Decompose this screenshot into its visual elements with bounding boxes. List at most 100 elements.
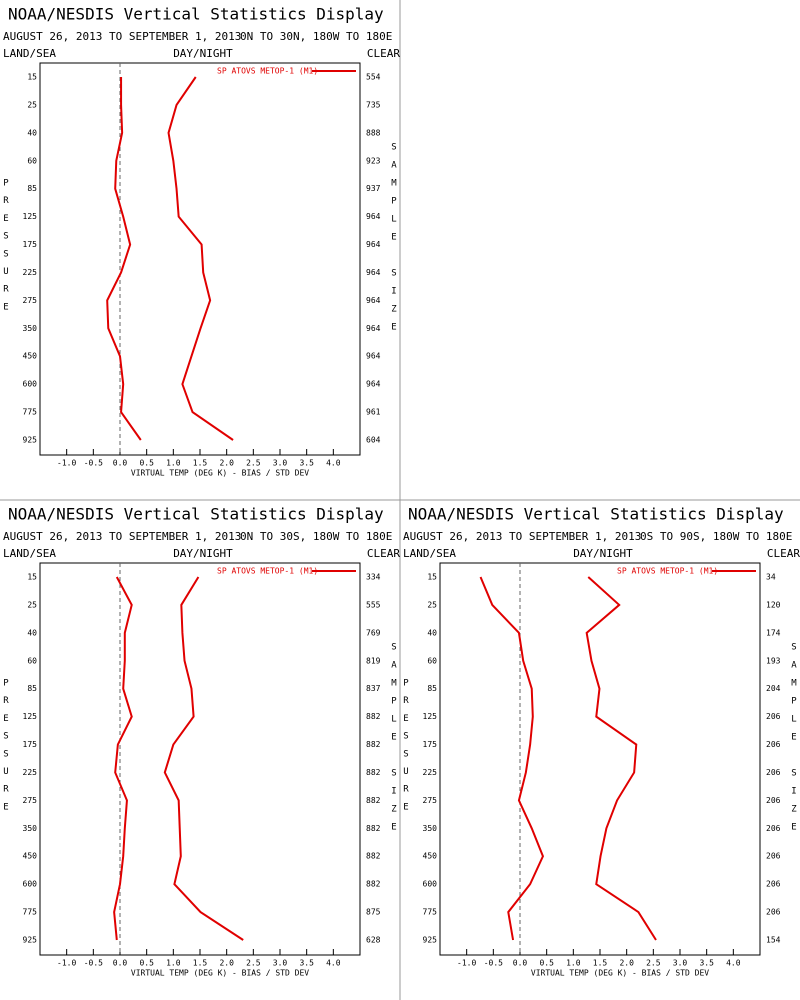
y-tick-label: 125 [23,712,38,721]
y-tick-label: 775 [423,908,438,917]
sample-size: 154 [766,936,781,945]
y-tick-label: 175 [23,240,38,249]
sample-size: 174 [766,628,781,637]
land-sea: LAND/SEA [403,547,456,560]
x-tick-label: 1.0 [166,959,181,968]
y-tick-label: 85 [27,684,37,693]
y2-axis-label-letter: Z [391,805,397,815]
x-tick-label: -0.5 [84,959,103,968]
y-axis-label-letter: R [403,696,409,706]
x-tick-label: 2.0 [619,959,634,968]
x-tick-label: 4.0 [326,459,341,468]
y2-axis-label-letter: E [791,823,796,833]
y-tick-label: 85 [427,684,437,693]
x-tick-label: 1.5 [193,959,208,968]
y2-axis-label-letter: S [391,769,396,779]
sample-size: 628 [366,936,381,945]
x-tick-label: 2.5 [246,959,261,968]
y-tick-label: 275 [23,296,38,305]
subtitle: AUGUST 26, 2013 TO SEPTEMBER 1, 2013 [3,30,241,43]
y-tick-label: 15 [27,573,37,582]
x-tick-label: 3.0 [273,459,288,468]
y-axis-label-letter: S [403,732,408,742]
sample-size: 206 [766,880,781,889]
y2-axis-label-letter: M [391,179,397,189]
y-axis-label-letter: E [3,714,8,724]
x-tick-label: 0.5 [539,959,554,968]
sample-size: 34 [766,573,776,582]
y-axis-label-letter: R [3,285,9,295]
clear: CLEAR [367,47,400,60]
x-tick-label: -0.5 [484,959,503,968]
y-tick-label: 15 [27,73,37,82]
sample-size: 735 [366,100,381,109]
x-tick-label: 3.0 [273,959,288,968]
y-tick-label: 350 [423,824,438,833]
y-axis-label-letter: U [3,767,8,777]
y2-axis-label-letter: E [391,733,396,743]
y-tick-label: 600 [23,880,38,889]
y-axis-label-letter: U [403,767,408,777]
y-axis-label-letter: R [3,785,9,795]
sample-size: 882 [366,796,381,805]
y-tick-label: 225 [423,768,438,777]
x-tick-label: 3.5 [299,459,314,468]
legend-label: SP ATOVS METOP-1 (M1) [217,67,318,76]
x-tick-label: 1.0 [566,959,581,968]
y-tick-label: 225 [23,268,38,277]
y2-axis-label-letter: S [791,769,796,779]
y-tick-label: 25 [27,100,37,109]
sample-size: 206 [766,796,781,805]
y-axis-label-letter: U [3,267,8,277]
y-tick-label: 600 [423,880,438,889]
x-tick-label: -1.0 [457,959,476,968]
y2-axis-label-letter: E [391,823,396,833]
y-tick-label: 225 [23,768,38,777]
y-axis-label-letter: S [3,249,8,259]
title: NOAA/NESDIS Vertical Statistics Display [8,505,384,524]
sample-size: 604 [366,436,381,445]
y-tick-label: 450 [23,852,38,861]
x-tick-label: 0.0 [113,459,128,468]
y-tick-label: 60 [27,656,37,665]
sample-size: 554 [366,73,381,82]
std-dev-line [167,76,234,441]
y-tick-label: 925 [23,436,38,445]
x-tick-label: 3.5 [299,959,314,968]
y-tick-label: 125 [23,212,38,221]
y-axis-label-letter: S [3,749,8,759]
panel: NOAA/NESDIS Vertical Statistics Display A… [3,5,400,478]
y-tick-label: 60 [427,656,437,665]
y-tick-label: 925 [423,936,438,945]
sample-size: 206 [766,824,781,833]
y2-axis-label-letter: I [791,787,796,797]
y-tick-label: 775 [23,408,38,417]
sample-size: 206 [766,852,781,861]
x-tick-label: 4.0 [326,959,341,968]
y-tick-label: 25 [27,600,37,609]
x-axis-label: VIRTUAL TEMP (DEG K) - BIAS / STD DEV [131,469,309,478]
sample-size: 875 [366,908,381,917]
sample-size: 334 [366,573,381,582]
y-tick-label: 275 [423,796,438,805]
sample-size: 206 [766,740,781,749]
sample-size: 964 [366,380,381,389]
x-tick-label: 1.0 [166,459,181,468]
sample-size: 964 [366,296,381,305]
legend-label: SP ATOVS METOP-1 (M1) [617,567,718,576]
sample-size: 888 [366,128,381,137]
y2-axis-label-letter: A [391,661,397,671]
sample-size: 206 [766,768,781,777]
y2-axis-label-letter: M [391,679,397,689]
y-tick-label: 15 [427,573,437,582]
sample-size: 882 [366,852,381,861]
land-sea: LAND/SEA [3,47,56,60]
bias-line [106,77,142,441]
y2-axis-label-letter: S [391,269,396,279]
day-night: DAY/NIGHT [173,47,233,60]
x-tick-label: 4.0 [726,959,741,968]
y-axis-label-letter: S [3,732,8,742]
sample-size: 882 [366,768,381,777]
x-tick-label: 1.5 [193,459,208,468]
